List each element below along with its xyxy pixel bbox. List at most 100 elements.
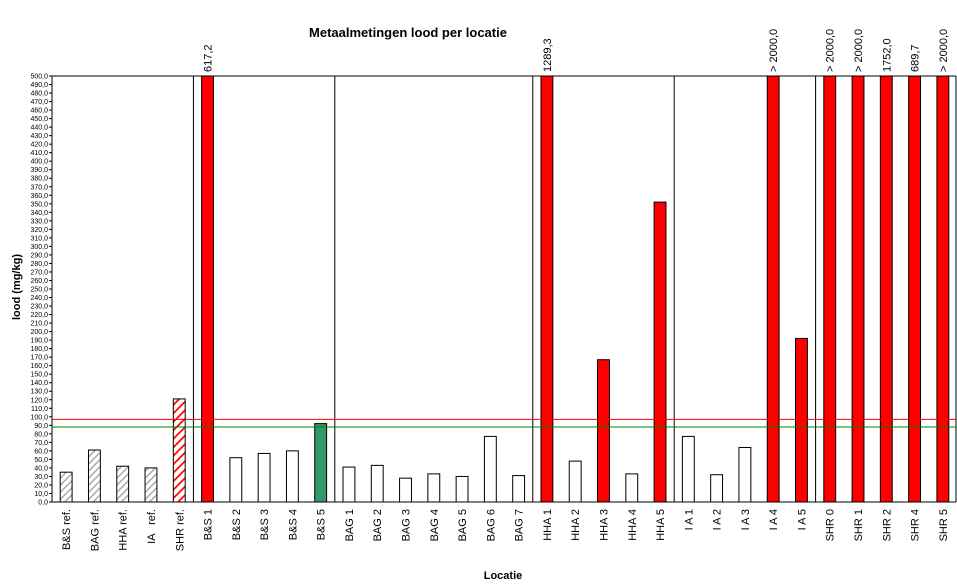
data-label: 617,2 — [203, 44, 215, 72]
x-tick-label: I A 5 — [796, 509, 808, 530]
x-tick-label: SHR 4 — [910, 509, 922, 541]
plot-area: 0,0 10,0 20,030,0 40,050,0 60,070,0 80,090,0 1… — [30, 29, 957, 551]
x-tick-label: SHR 0 — [825, 509, 837, 541]
x-tick-label: HHA 5 — [655, 509, 667, 541]
bar — [455, 475, 469, 503]
y-tick-label: 270,0 — [30, 269, 48, 276]
y-tick-label: 250,0 — [30, 287, 48, 294]
bar — [427, 473, 441, 503]
bar — [738, 446, 752, 503]
bar — [597, 359, 610, 503]
y-tick-label: 410,0 — [30, 150, 48, 157]
data-label: 689,7 — [910, 44, 922, 72]
bar — [342, 466, 356, 503]
y-tick-label: 460,0 — [30, 108, 48, 115]
x-tick-label: IA ref. — [146, 509, 158, 544]
bar — [172, 398, 186, 503]
y-tick-label: 120,0 — [30, 397, 48, 404]
x-tick-label: I A 2 — [712, 509, 724, 530]
x-tick-label: BAG 7 — [514, 509, 526, 541]
bar — [823, 75, 837, 503]
y-tick-label: 280,0 — [30, 261, 48, 268]
y-tick-label: 340,0 — [30, 210, 48, 217]
y-tick-label: 390,0 — [30, 167, 48, 174]
y-tick-label: 40,0 — [34, 465, 48, 472]
y-tick-label: 370,0 — [30, 184, 48, 191]
y-tick-label: 110,0 — [31, 406, 48, 413]
y-tick-label: 60,0 — [34, 448, 48, 455]
data-label: 1289,3 — [542, 38, 554, 72]
y-tick-label: 130,0 — [30, 389, 48, 396]
y-tick-label: 310,0 — [30, 235, 48, 242]
y-tick-label: 0,0 — [38, 500, 48, 507]
x-tick-label: BAG 2 — [372, 509, 384, 541]
bar — [229, 457, 243, 503]
y-tick-label: 420,0 — [30, 142, 48, 149]
y-tick-label: 260,0 — [30, 278, 48, 285]
y-tick-label: 150,0 — [30, 372, 48, 379]
y-tick-label: 330,0 — [30, 218, 48, 225]
y-tick-label: 80,0 — [34, 431, 48, 438]
y-tick-label: 10,0 — [34, 491, 48, 498]
y-tick-label: 430,0 — [30, 133, 48, 140]
x-tick-label: BAG 5 — [457, 509, 469, 541]
y-tick-label: 490,0 — [30, 82, 48, 89]
y-tick-label: 50,0 — [34, 457, 48, 464]
data-label: > 2000,0 — [768, 29, 780, 72]
data-label: > 2000,0 — [938, 29, 950, 72]
bar — [399, 477, 412, 503]
x-tick-label: HHA 3 — [598, 509, 610, 541]
y-tick-label: 470,0 — [30, 99, 48, 106]
y-tick-label: 500,0 — [30, 74, 48, 81]
x-tick-label: SHR 5 — [938, 509, 950, 541]
x-tick-label: SHR 1 — [853, 509, 865, 541]
y-tick-label: 140,0 — [30, 380, 48, 387]
x-tick-label: SHR 2 — [881, 509, 893, 541]
bar — [201, 75, 214, 503]
y-tick-label: 380,0 — [30, 176, 48, 183]
y-tick-label: 20,0 — [34, 482, 48, 489]
bar — [625, 473, 639, 503]
x-tick-label: BAG ref. — [89, 509, 101, 551]
x-tick-label: B&S 1 — [203, 509, 215, 540]
y-tick-label: 160,0 — [30, 363, 48, 370]
bar — [568, 460, 582, 503]
bar — [512, 475, 526, 503]
data-label: > 2000,0 — [825, 29, 837, 72]
bar — [681, 435, 695, 503]
y-tick-label: 300,0 — [30, 244, 48, 251]
y-tick-label: 220,0 — [30, 312, 48, 319]
bar — [257, 452, 271, 503]
x-tick-label: HHA 2 — [570, 509, 582, 541]
y-tick-label: 240,0 — [30, 295, 48, 302]
y-tick-label: 400,0 — [30, 159, 48, 166]
bar — [285, 450, 299, 503]
bar — [879, 75, 893, 503]
y-tick-label: 480,0 — [30, 91, 48, 98]
x-tick-label: HHA ref. — [118, 509, 130, 551]
y-tick-label: 70,0 — [34, 440, 48, 447]
y-tick-label: 190,0 — [30, 338, 48, 345]
y-tick-label: 100,0 — [30, 414, 48, 421]
bar — [540, 75, 554, 503]
bar — [59, 471, 73, 503]
bar — [936, 75, 950, 503]
y-tick-label: 360,0 — [30, 193, 48, 200]
bar — [766, 75, 780, 503]
y-tick-label: 200,0 — [30, 329, 48, 336]
bar — [795, 337, 808, 503]
x-tick-label: SHR ref. — [174, 509, 186, 551]
x-tick-label: I A 3 — [740, 509, 752, 530]
data-label: 1752,0 — [881, 38, 893, 72]
x-tick-label: I A 1 — [683, 509, 695, 530]
y-tick-label: 350,0 — [30, 201, 48, 208]
y-tick-label: 180,0 — [30, 346, 48, 353]
y-tick-label: 440,0 — [30, 125, 48, 132]
x-tick-label: BAG 4 — [429, 509, 441, 541]
data-label: > 2000,0 — [853, 29, 865, 72]
y-tick-label: 210,0 — [30, 321, 48, 328]
y-tick-label: 230,0 — [30, 304, 48, 311]
bar — [116, 465, 130, 503]
bar — [653, 201, 667, 503]
